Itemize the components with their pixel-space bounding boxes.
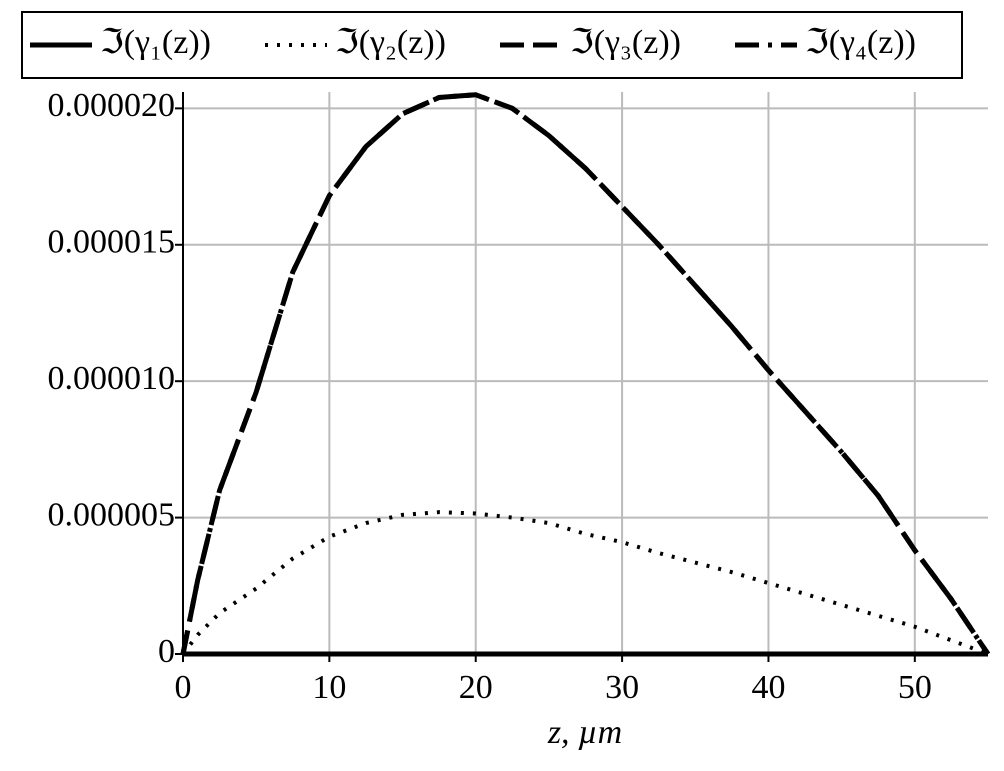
x-axis-label: z, µm (547, 714, 622, 751)
x-tick-label: 0 (175, 669, 192, 706)
legend-label: ℑ(γ₁(z)) (100, 24, 211, 61)
x-tick-label: 30 (605, 669, 639, 706)
legend-label: ℑ(γ₄(z)) (805, 24, 916, 61)
y-tick-label: 0.000020 (48, 87, 176, 124)
x-tick-label: 10 (312, 669, 346, 706)
legend-label: ℑ(γ₃(z)) (570, 24, 681, 61)
legend-box (21, 11, 963, 79)
x-tick-label: 50 (898, 669, 932, 706)
x-tick-label: 20 (459, 669, 493, 706)
series-line (180, 92, 991, 656)
x-tick-label: 40 (751, 669, 785, 706)
y-tick-label: 0 (158, 633, 175, 670)
y-tick-label: 0.000010 (48, 360, 176, 397)
y-tick-label: 0.000015 (48, 224, 176, 261)
series-line (180, 92, 991, 656)
y-tick-label: 0.000005 (48, 496, 176, 533)
legend-label: ℑ(γ₂(z)) (335, 24, 446, 61)
series-line (181, 510, 989, 656)
